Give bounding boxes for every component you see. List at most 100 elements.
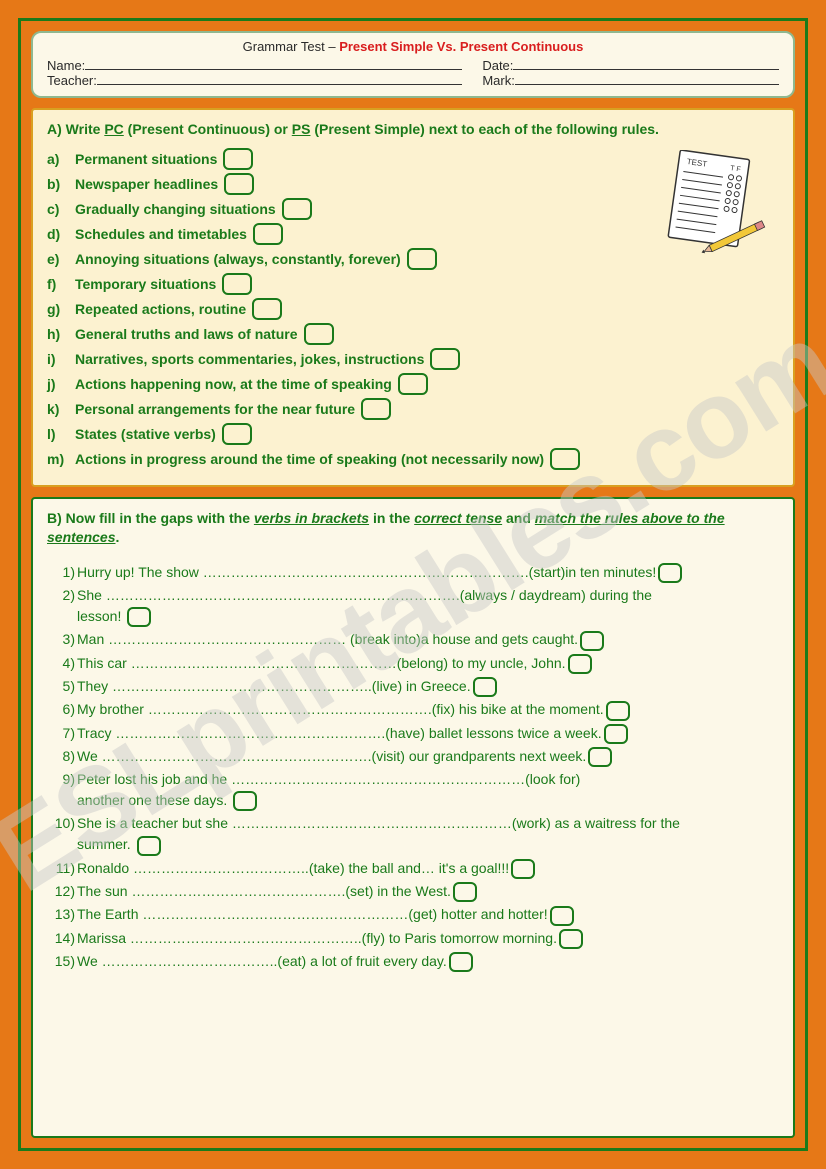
question-pre: We — [77, 748, 102, 764]
rule-text: Schedules and timetables — [75, 226, 247, 242]
question-dots[interactable]: ………………………………………………………………… — [106, 587, 456, 603]
question-cont: another one these days. — [77, 792, 227, 808]
instr-a-2: (Present Continuous) or — [124, 121, 292, 137]
question-number: 3) — [47, 629, 75, 650]
match-box[interactable] — [511, 859, 535, 879]
rule-text: Repeated actions, routine — [75, 301, 246, 317]
mark-line[interactable] — [515, 73, 779, 85]
question-post: ..(fly) to Paris tomorrow morning. — [354, 930, 557, 946]
question-dots[interactable]: …………………………………………………………… — [203, 564, 525, 580]
question-dots[interactable]: …………………………………………… — [108, 631, 346, 647]
date-line[interactable] — [513, 58, 779, 70]
answer-box[interactable] — [398, 373, 428, 395]
match-box[interactable] — [580, 631, 604, 651]
answer-box[interactable] — [361, 398, 391, 420]
section-a: A) Write PC (Present Continuous) or PS (… — [31, 108, 795, 487]
answer-box[interactable] — [304, 323, 334, 345]
teacher-label: Teacher: — [47, 73, 97, 88]
match-box[interactable] — [588, 747, 612, 767]
question-dots[interactable]: ………………………………………… — [130, 930, 354, 946]
rule-text: Annoying situations (always, constantly,… — [75, 251, 401, 267]
name-line[interactable] — [85, 58, 462, 70]
rule-text: States (stative verbs) — [75, 426, 216, 442]
teacher-line[interactable] — [97, 73, 462, 85]
question-dots[interactable]: ………………………………………………… — [142, 906, 408, 922]
question-dots[interactable]: ……………………………………………… — [112, 678, 364, 694]
question-pre: Man — [77, 631, 108, 647]
header-box: Grammar Test – Present Simple Vs. Presen… — [31, 31, 795, 98]
match-box[interactable] — [137, 836, 161, 856]
question-cont: lesson! — [77, 608, 121, 624]
question-post: (work) as a waitress for the — [512, 815, 680, 831]
match-box[interactable] — [453, 882, 477, 902]
questions-list: 1)Hurry up! The show …………………………………………………… — [47, 562, 779, 972]
question-number: 8) — [47, 746, 75, 767]
svg-text:T F: T F — [730, 165, 741, 173]
question-dots[interactable]: ……………………………… — [102, 953, 270, 969]
match-box[interactable] — [606, 701, 630, 721]
rule-text: Actions in progress around the time of s… — [75, 451, 544, 467]
match-box[interactable] — [127, 607, 151, 627]
match-box[interactable] — [568, 654, 592, 674]
question-dots[interactable]: ………………………………………………… — [115, 725, 381, 741]
match-box[interactable] — [658, 563, 682, 583]
rule-text: Narratives, sports commentaries, jokes, … — [75, 351, 424, 367]
answer-box[interactable] — [430, 348, 460, 370]
match-box[interactable] — [473, 677, 497, 697]
answer-box[interactable] — [222, 423, 252, 445]
test-paper-icon: TEST T F — [653, 150, 773, 260]
rule-letter: f) — [47, 276, 69, 292]
question-number: 12) — [47, 881, 75, 902]
question-post: (belong) to my uncle, John. — [397, 655, 566, 671]
rule-letter: l) — [47, 426, 69, 442]
answer-box[interactable] — [224, 173, 254, 195]
answer-box[interactable] — [550, 448, 580, 470]
mark-field: Mark: — [482, 73, 779, 88]
date-field: Date: — [482, 58, 779, 73]
instr-a-ps: PS — [292, 121, 311, 137]
question-post: .(have) ballet lessons twice a week. — [381, 725, 601, 741]
answer-box[interactable] — [222, 273, 252, 295]
question-dots[interactable]: …………………………………………………… — [148, 701, 428, 717]
question-post: ..(eat) a lot of fruit every day. — [270, 953, 447, 969]
question-pre: We — [77, 953, 102, 969]
question-dots[interactable]: ……………………………… — [133, 860, 301, 876]
question-pre: The sun — [77, 883, 131, 899]
answer-box[interactable] — [282, 198, 312, 220]
question-dots[interactable]: ……………………………………… — [131, 883, 341, 899]
rule-letter: e) — [47, 251, 69, 267]
answer-box[interactable] — [252, 298, 282, 320]
question-number: 4) — [47, 653, 75, 674]
match-box[interactable] — [604, 724, 628, 744]
title-red: Present Simple Vs. Present Continuous — [339, 39, 583, 54]
rule-letter: k) — [47, 401, 69, 417]
question-number: 9) — [47, 769, 75, 790]
question-dots[interactable]: ………………………………………………… — [102, 748, 368, 764]
rule-line: m) Actions in progress around the time of… — [47, 448, 779, 470]
match-box[interactable] — [550, 906, 574, 926]
answer-box[interactable] — [253, 223, 283, 245]
question-pre: Marissa — [77, 930, 130, 946]
question-number: 2) — [47, 585, 75, 606]
match-box[interactable] — [559, 929, 583, 949]
question-pre: She — [77, 587, 106, 603]
rule-letter: m) — [47, 451, 69, 467]
match-box[interactable] — [449, 952, 473, 972]
header-row-1: Name: Date: — [47, 58, 779, 73]
header-title: Grammar Test – Present Simple Vs. Presen… — [47, 39, 779, 54]
answer-box[interactable] — [407, 248, 437, 270]
question-dots[interactable]: ……………………………………………………… — [231, 771, 525, 787]
instr-b-2: in the — [369, 510, 414, 526]
rule-line: f)Temporary situations — [47, 273, 779, 295]
question-pre: Ronaldo — [77, 860, 133, 876]
question-dots[interactable]: …………………………………………………… — [232, 815, 512, 831]
question-dots[interactable]: ………………………………………………… — [131, 655, 397, 671]
match-box[interactable] — [233, 791, 257, 811]
question-line: 1)Hurry up! The show …………………………………………………… — [47, 562, 779, 583]
rule-letter: h) — [47, 326, 69, 342]
question-number: 1) — [47, 562, 75, 583]
name-label: Name: — [47, 58, 85, 73]
answer-box[interactable] — [223, 148, 253, 170]
question-pre: This car — [77, 655, 131, 671]
rule-text: Actions happening now, at the time of sp… — [75, 376, 392, 392]
